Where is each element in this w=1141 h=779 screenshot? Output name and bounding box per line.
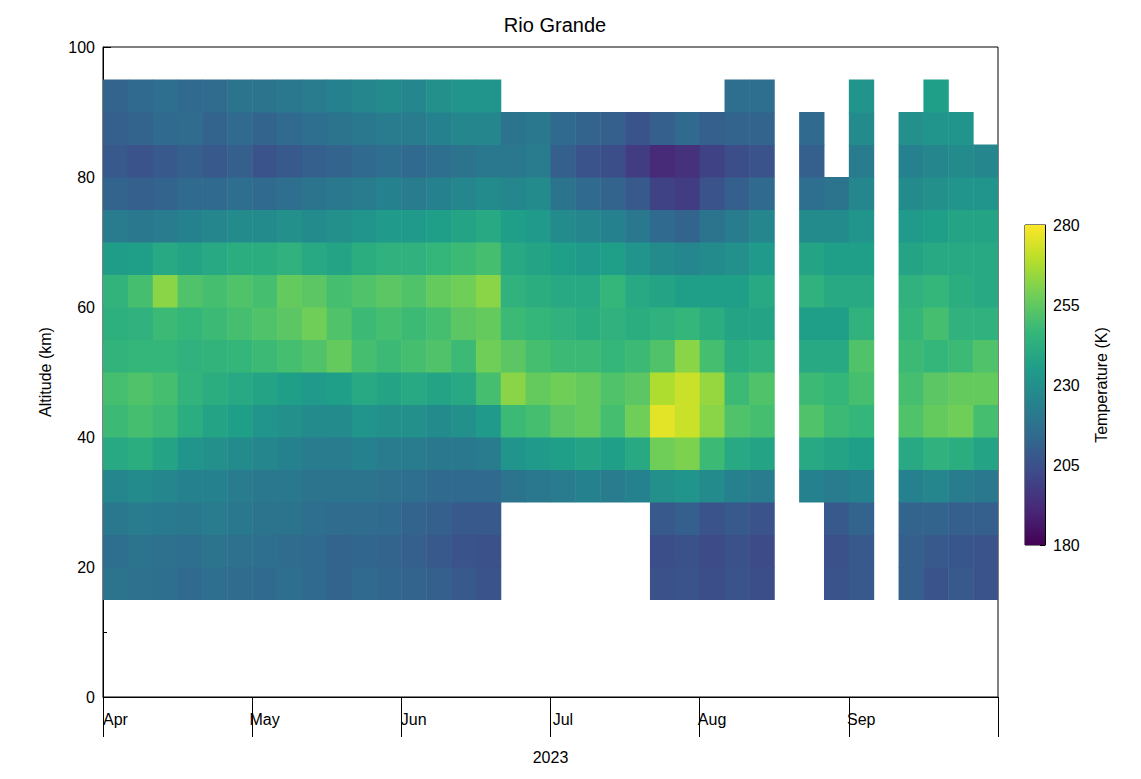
svg-text:Temperature (K): Temperature (K) (1093, 327, 1110, 443)
svg-text:May: May (249, 711, 279, 728)
svg-text:Sep: Sep (847, 711, 876, 728)
svg-text:Apr: Apr (103, 711, 129, 728)
svg-text:205: 205 (1053, 457, 1080, 474)
svg-text:60: 60 (77, 299, 95, 316)
svg-text:100: 100 (68, 39, 95, 56)
svg-text:180: 180 (1053, 537, 1080, 554)
svg-text:Rio Grande: Rio Grande (504, 14, 606, 36)
svg-text:80: 80 (77, 169, 95, 186)
svg-text:255: 255 (1053, 297, 1080, 314)
svg-text:40: 40 (77, 429, 95, 446)
svg-text:Jul: Jul (553, 711, 573, 728)
svg-text:230: 230 (1053, 377, 1080, 394)
svg-text:2023: 2023 (533, 749, 569, 766)
svg-text:Aug: Aug (698, 711, 726, 728)
svg-text:Jun: Jun (401, 711, 427, 728)
svg-text:280: 280 (1053, 217, 1080, 234)
svg-text:Altitude (km): Altitude (km) (37, 327, 54, 417)
svg-text:20: 20 (77, 559, 95, 576)
svg-text:0: 0 (86, 689, 95, 706)
